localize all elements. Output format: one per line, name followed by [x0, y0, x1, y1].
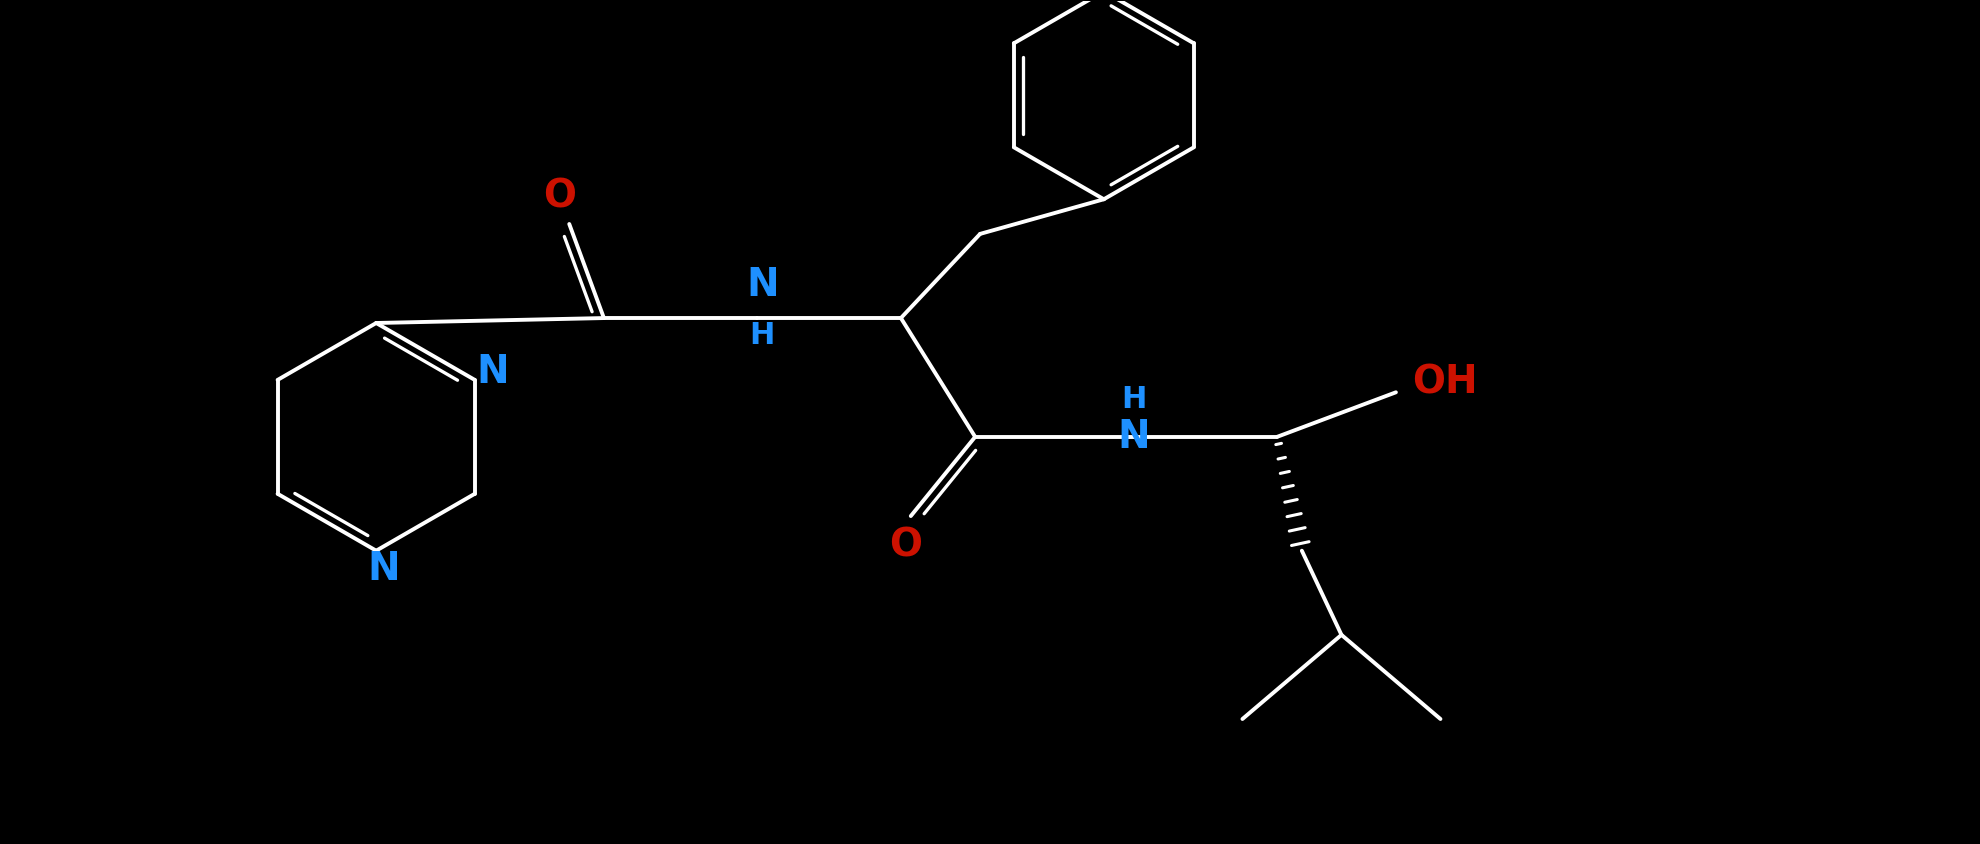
Text: O: O — [889, 527, 923, 565]
Text: N: N — [1117, 418, 1150, 456]
Text: O: O — [543, 177, 576, 215]
Text: N: N — [477, 353, 509, 391]
Text: H: H — [750, 322, 774, 350]
Text: N: N — [746, 267, 778, 305]
Text: OH: OH — [1412, 364, 1479, 402]
Text: H: H — [1121, 385, 1146, 414]
Text: N: N — [368, 549, 400, 587]
